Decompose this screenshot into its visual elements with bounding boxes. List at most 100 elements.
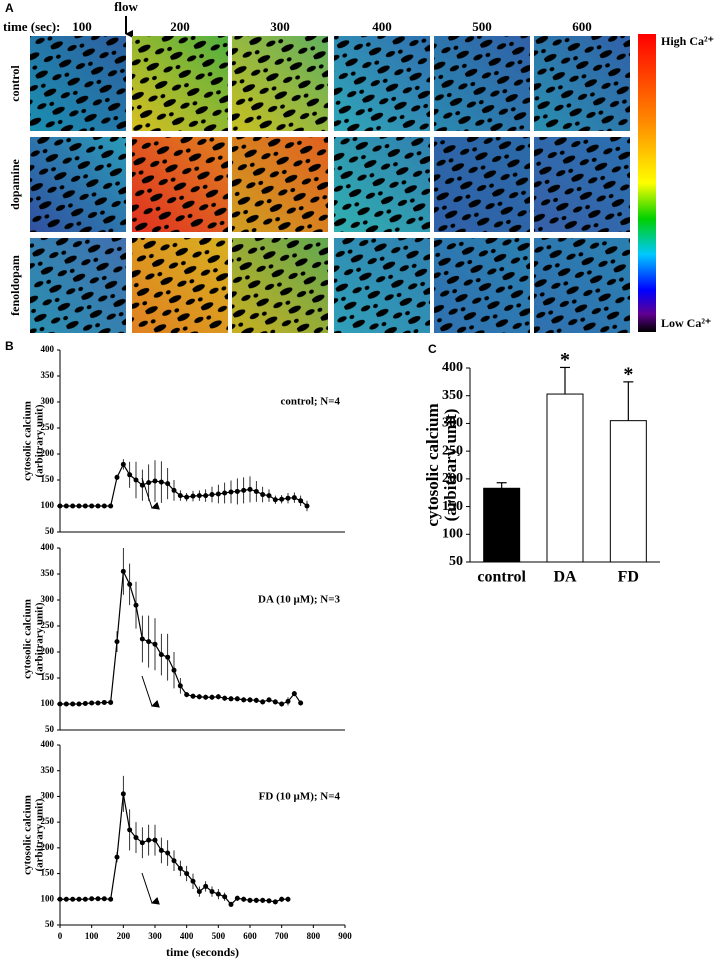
data-point xyxy=(152,478,158,484)
colorbar xyxy=(638,34,656,332)
x-tick-label: 100 xyxy=(85,931,99,941)
data-point xyxy=(63,503,69,509)
y-tick-label: 150 xyxy=(41,474,55,484)
x-tick-label: 200 xyxy=(117,931,131,941)
data-point xyxy=(133,835,139,841)
data-point xyxy=(279,896,285,902)
y-axis-label: cytosolic calcium xyxy=(22,795,34,875)
x-tick-label: FD xyxy=(618,569,639,586)
data-point xyxy=(57,503,63,509)
data-point xyxy=(165,654,171,660)
data-point xyxy=(120,568,126,574)
data-point xyxy=(101,503,107,509)
data-point xyxy=(95,700,101,706)
data-point xyxy=(70,701,76,707)
data-point xyxy=(241,896,247,902)
data-point xyxy=(291,495,297,501)
data-point xyxy=(139,482,145,488)
data-point xyxy=(108,503,114,509)
data-point xyxy=(184,871,190,877)
data-point xyxy=(279,701,285,707)
panel-label: C xyxy=(428,342,437,356)
micrograph-texture xyxy=(30,137,126,232)
time-label: 600 xyxy=(572,19,592,34)
data-point xyxy=(266,697,272,703)
y-tick-label: 100 xyxy=(41,500,55,510)
data-point xyxy=(158,479,164,485)
data-point xyxy=(177,683,183,689)
y-axis-label: (arbitrary unit) xyxy=(34,602,46,675)
micrograph-texture xyxy=(434,137,530,232)
bar xyxy=(546,393,584,563)
data-point xyxy=(215,491,221,497)
micrograph-texture xyxy=(434,36,530,131)
bar xyxy=(483,487,521,563)
time-label: 500 xyxy=(472,19,492,34)
data-point xyxy=(247,697,253,703)
y-tick-label: 50 xyxy=(45,919,55,929)
x-tick-label: DA xyxy=(553,569,577,586)
flow-label: flow xyxy=(114,0,138,14)
data-point xyxy=(279,496,285,502)
x-tick-label: 600 xyxy=(243,931,257,941)
data-point xyxy=(285,896,291,902)
y-tick-label: 200 xyxy=(41,842,55,852)
y-tick-label: 300 xyxy=(41,790,55,800)
y-tick-label: 250 xyxy=(41,422,55,432)
data-point xyxy=(260,897,266,903)
data-point xyxy=(63,896,69,902)
data-point xyxy=(253,897,259,903)
y-tick-label: 350 xyxy=(41,765,55,775)
data-point xyxy=(253,697,259,703)
micrograph-texture xyxy=(534,238,630,333)
time-label: time (sec): xyxy=(3,19,60,34)
data-point xyxy=(76,503,82,509)
data-point xyxy=(89,503,95,509)
data-line xyxy=(60,793,288,906)
data-point xyxy=(114,474,120,480)
data-point xyxy=(184,692,190,698)
annotation: DA (10 µM); N=3 xyxy=(258,594,340,606)
data-point xyxy=(146,480,152,486)
y-axis-label: (arbitrary unit) xyxy=(34,404,46,477)
data-point xyxy=(253,488,259,494)
data-point xyxy=(127,472,133,478)
data-point xyxy=(139,840,145,846)
data-point xyxy=(76,896,82,902)
data-point xyxy=(222,695,228,701)
data-point xyxy=(196,694,202,700)
panel-label: B xyxy=(5,339,14,353)
micrograph-texture xyxy=(132,238,228,333)
data-point xyxy=(146,837,152,843)
y-tick-label: 100 xyxy=(41,698,55,708)
data-point xyxy=(285,495,291,501)
colorbar-low: Low Ca²⁺ xyxy=(661,316,711,330)
data-point xyxy=(190,693,196,699)
data-point xyxy=(120,791,126,797)
x-tick-label: control xyxy=(477,569,526,586)
y-tick-label: 250 xyxy=(41,816,55,826)
data-point xyxy=(222,894,228,900)
flow-arrow xyxy=(141,872,160,905)
micrograph-texture xyxy=(534,137,630,232)
time-label: 300 xyxy=(270,19,290,34)
y-tick-label: 50 xyxy=(449,554,463,569)
data-point xyxy=(272,497,278,503)
micrograph-texture xyxy=(30,36,126,131)
significance: * xyxy=(560,349,570,371)
data-point xyxy=(247,486,253,492)
micrograph-texture xyxy=(334,36,430,131)
micrograph-texture xyxy=(30,238,126,333)
data-point xyxy=(70,896,76,902)
micrograph-texture xyxy=(334,238,430,333)
data-point xyxy=(177,493,183,499)
annotation: control; N=4 xyxy=(280,396,340,408)
data-point xyxy=(272,899,278,905)
data-point xyxy=(133,602,139,608)
data-point xyxy=(184,494,190,500)
colorbar-high: High Ca²⁺ xyxy=(661,34,714,48)
data-point xyxy=(209,492,215,498)
data-point xyxy=(272,699,278,705)
micrograph-texture xyxy=(232,137,328,232)
